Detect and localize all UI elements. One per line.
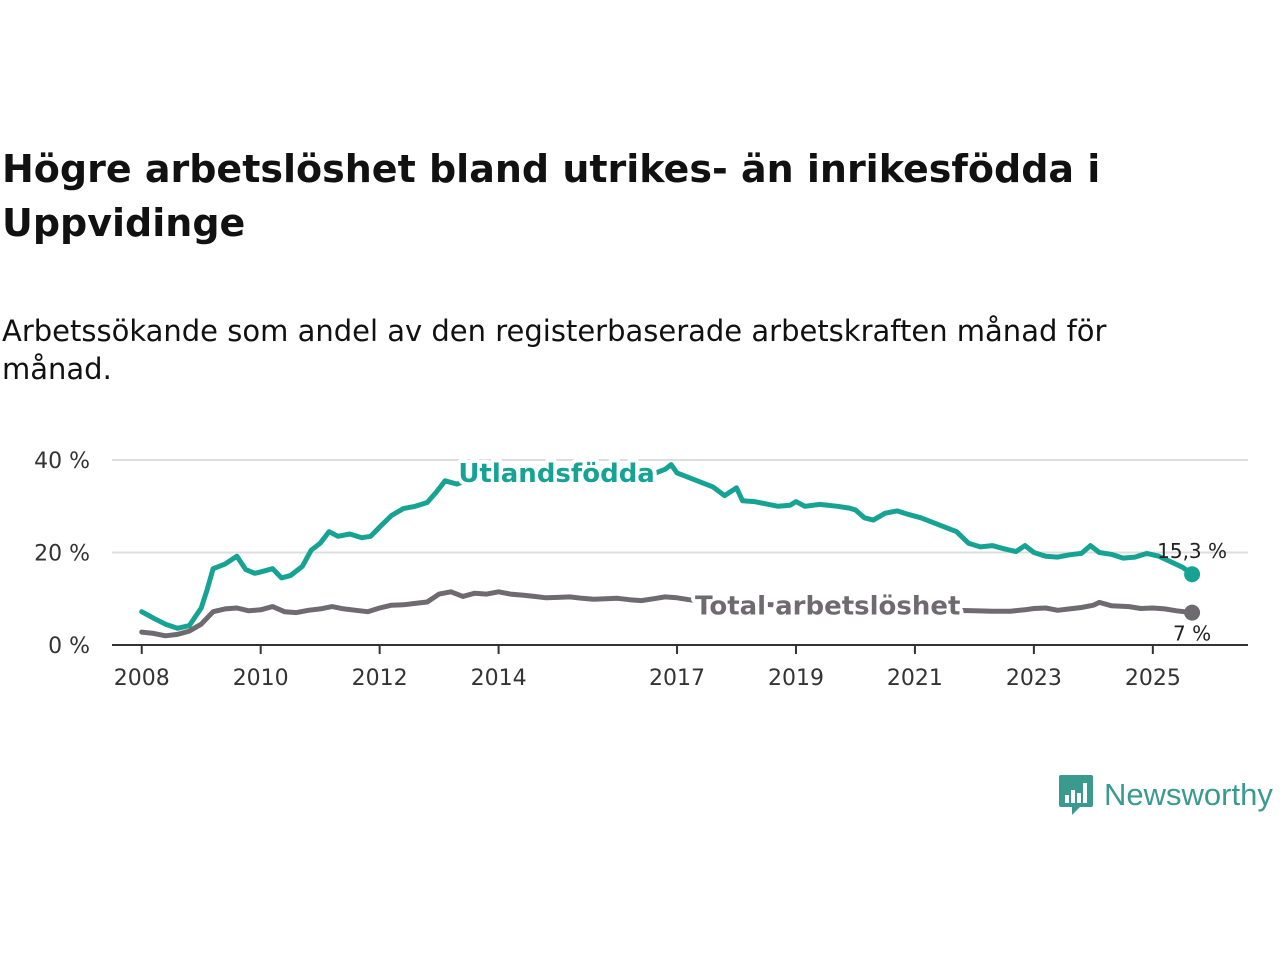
x-axis: 2008 2010 2012 2014 2017 2019 2021 2023 2025 bbox=[112, 644, 1248, 691]
x-tick-label: 2021 bbox=[887, 666, 943, 691]
x-tick-label: 2023 bbox=[1006, 666, 1062, 691]
end-value-label: 7 % bbox=[1173, 622, 1211, 646]
x-tick-label: 2008 bbox=[114, 666, 170, 691]
series-label-utlandsfodda: Utlandsfödda bbox=[458, 459, 655, 489]
y-tick-label: 0 % bbox=[48, 634, 90, 659]
end-value-label: 15,3 % bbox=[1157, 539, 1227, 563]
end-point-marker bbox=[1184, 566, 1201, 583]
y-tick-label: 40 % bbox=[34, 449, 90, 474]
chart-subtitle: Arbetssökande som andel av den registerb… bbox=[2, 314, 1107, 386]
grid-lines bbox=[112, 459, 1248, 554]
x-tick-label: 2012 bbox=[352, 666, 408, 691]
brand-name: Newsworthy bbox=[1104, 777, 1273, 812]
series-lines bbox=[139, 462, 1201, 639]
line-chart: 2008 2010 2012 2014 2017 2019 2021 2023 2025 0 %… bbox=[34, 449, 1248, 691]
x-tick-label: 2017 bbox=[649, 666, 705, 691]
series-labels: 15,3 % 7 % Utlandsfödda Total arbetslöshet bbox=[454, 455, 1227, 646]
series-line-total bbox=[139, 589, 1195, 639]
y-tick-label: 20 % bbox=[34, 542, 90, 567]
newsworthy-logo: Newsworthy bbox=[1058, 772, 1273, 818]
x-tick-label: 2014 bbox=[471, 666, 527, 691]
series-label-total: Total arbetslöshet bbox=[695, 592, 960, 622]
series-line-utlandsfodda bbox=[139, 462, 1195, 631]
end-point-marker bbox=[1184, 604, 1201, 621]
bar-chart-icon bbox=[1059, 775, 1093, 815]
x-tick-label: 2025 bbox=[1125, 666, 1181, 691]
x-tick-label: 2019 bbox=[768, 666, 824, 691]
x-tick-label: 2010 bbox=[233, 666, 289, 691]
page-title: Högre arbetslöshet bland utrikes- än inr… bbox=[2, 147, 1101, 245]
y-axis: 0 % 20 % 40 % bbox=[34, 449, 90, 659]
